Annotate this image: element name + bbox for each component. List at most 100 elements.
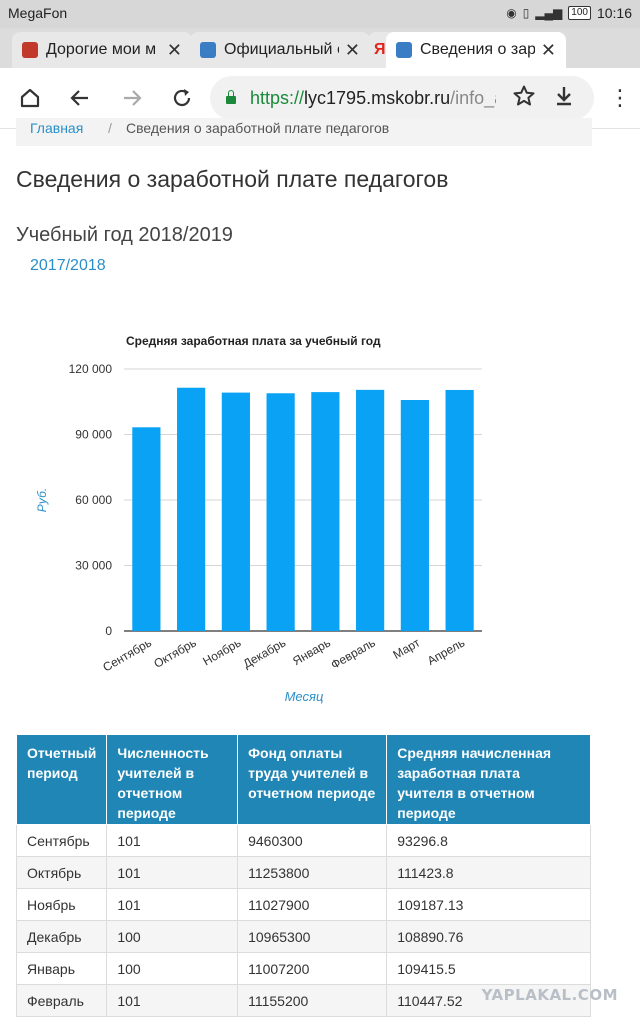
tab-strip: Дорогие мои м ✕ Официальный с ✕ Я Сведен… xyxy=(0,28,640,90)
table-cell: 101 xyxy=(106,824,239,857)
favicon-icon xyxy=(22,42,38,58)
table-cell: Декабрь xyxy=(15,920,108,953)
page-title: Сведения о заработной плате педагогов xyxy=(16,166,449,192)
table-cell: 100 xyxy=(106,920,239,953)
table-cell: 101 xyxy=(106,984,239,1017)
vibrate-icon: ▯ xyxy=(522,6,530,20)
table-cell: 11007200 xyxy=(237,952,388,985)
tab-title: Дорогие мои м xyxy=(46,41,157,58)
breadcrumb-current: Сведения о заработной плате педагогов xyxy=(126,120,390,136)
table-cell: Январь xyxy=(15,952,108,985)
y-tick-label: 90 000 xyxy=(75,428,112,442)
breadcrumb-home-link[interactable]: Главная xyxy=(30,120,84,136)
signal-icon: ▂▄▆ xyxy=(535,6,563,20)
table-row: Февраль 101 11155200 110447.52 xyxy=(15,984,591,1017)
x-tick-label: Октябрь xyxy=(151,635,198,670)
table-body: Сентябрь 101 9460300 93296.8 Октябрь 101 11253… xyxy=(15,824,591,1017)
chart-title: Средняя заработная плата за учебный год xyxy=(126,334,381,348)
x-tick-label: Февраль xyxy=(328,635,377,672)
x-tick-label: Сентябрь xyxy=(100,635,154,674)
tab-title: Официальный с xyxy=(224,41,339,58)
table-row: Ноябрь 101 11027900 109187.13 xyxy=(15,888,591,921)
x-axis-label: Месяц xyxy=(285,689,324,704)
bar xyxy=(400,400,429,631)
reload-icon[interactable] xyxy=(166,82,198,114)
salary-chart: Средняя заработная плата за учебный год 0… xyxy=(16,320,576,720)
battery-icon: 100 xyxy=(568,6,591,20)
back-icon[interactable] xyxy=(64,82,96,114)
browser-toolbar: https://lyc1795.mskobr.ru/info_a ⋮ xyxy=(0,68,640,129)
x-tick-label: Апрель xyxy=(425,635,467,667)
x-tick-label: Март xyxy=(391,635,423,662)
table-cell: Октябрь xyxy=(15,856,108,889)
salary-table: Отчетный период Численность учителей в от… xyxy=(15,734,591,1017)
tab-item[interactable]: Дорогие мои м ✕ xyxy=(12,32,192,68)
table-header-cell: Средняя начисленная заработная плата учи… xyxy=(386,734,591,825)
bar xyxy=(132,427,161,631)
table-cell: 111423.8 xyxy=(386,856,591,889)
tab-item[interactable]: Официальный с ✕ xyxy=(190,32,370,68)
favicon-icon xyxy=(200,42,216,58)
table-cell: Ноябрь xyxy=(15,888,108,921)
clock: 10:16 xyxy=(596,5,632,21)
hotspot-icon: ◉ xyxy=(506,6,517,20)
address-bar[interactable]: https://lyc1795.mskobr.ru/info_a xyxy=(210,76,594,120)
academic-year-heading: Учебный год 2018/2019 xyxy=(16,224,233,246)
table-row: Декабрь 100 10965300 108890.76 xyxy=(15,920,591,953)
table-header-cell: Фонд оплаты труда учителей в отчетном пе… xyxy=(237,734,388,825)
forward-icon[interactable] xyxy=(116,82,148,114)
url-text: https://lyc1795.mskobr.ru/info_a xyxy=(250,87,496,108)
table-cell: 110447.52 xyxy=(386,984,591,1017)
bar xyxy=(445,389,474,631)
bar xyxy=(311,392,340,631)
favicon-icon xyxy=(396,42,412,58)
previous-year-link[interactable]: 2017/2018 xyxy=(30,257,106,274)
tab-item-active[interactable]: Сведения о зар ✕ xyxy=(386,32,566,68)
table-row: Октябрь 101 11253800 111423.8 xyxy=(15,856,591,889)
table-cell: 100 xyxy=(106,952,239,985)
download-icon[interactable] xyxy=(552,84,576,113)
carrier-label: MegaFon xyxy=(8,5,68,21)
x-tick-label: Январь xyxy=(290,635,333,668)
bar xyxy=(266,393,295,631)
close-icon[interactable]: ✕ xyxy=(166,39,182,60)
table-header-cell: Численность учителей в отчетном периоде xyxy=(106,734,239,825)
table-row: Сентябрь 101 9460300 93296.8 xyxy=(15,824,591,857)
table-header-row: Отчетный период Численность учителей в от… xyxy=(15,734,591,825)
table-cell: 9460300 xyxy=(237,824,388,857)
home-icon[interactable] xyxy=(14,82,46,114)
table-cell: Февраль xyxy=(15,984,108,1017)
lock-icon xyxy=(226,90,236,104)
close-icon[interactable]: ✕ xyxy=(540,39,556,60)
salary-bar-chart: Средняя заработная плата за учебный год 0… xyxy=(35,334,482,704)
breadcrumb-separator: / xyxy=(108,120,112,136)
y-tick-label: 60 000 xyxy=(75,493,112,507)
bar xyxy=(221,392,250,631)
y-axis-label: Руб. xyxy=(35,488,49,512)
status-bar: MegaFon ◉ ▯ ▂▄▆ 100 10:16 xyxy=(0,0,640,28)
table-row: Январь 100 11007200 109415.5 xyxy=(15,952,591,985)
table-cell: 109187.13 xyxy=(386,888,591,921)
table-cell: 101 xyxy=(106,888,239,921)
table-header-cell: Отчетный период xyxy=(15,734,108,825)
bar xyxy=(177,387,206,631)
tab-title: Я xyxy=(374,41,386,58)
menu-icon[interactable]: ⋮ xyxy=(609,85,631,110)
star-icon[interactable] xyxy=(512,84,536,113)
table-cell: 93296.8 xyxy=(386,824,591,857)
close-icon[interactable]: ✕ xyxy=(344,39,360,60)
table-cell: 10965300 xyxy=(237,920,388,953)
table-cell: 11155200 xyxy=(237,984,388,1017)
table-cell: 11027900 xyxy=(237,888,388,921)
watermark: YAPLAKAL.COM xyxy=(481,986,618,1004)
table-cell: 109415.5 xyxy=(386,952,591,985)
table-cell: 108890.76 xyxy=(386,920,591,953)
tab-title: Сведения о зар xyxy=(420,41,535,58)
x-tick-label: Ноябрь xyxy=(200,635,243,668)
table-cell: 11253800 xyxy=(237,856,388,889)
breadcrumb: Главная / Сведения о заработной плате пе… xyxy=(16,118,592,146)
table-cell: 101 xyxy=(106,856,239,889)
y-tick-label: 120 000 xyxy=(69,362,113,376)
y-tick-label: 0 xyxy=(105,624,112,638)
status-icons: ◉ ▯ ▂▄▆ 100 10:16 xyxy=(506,5,632,21)
